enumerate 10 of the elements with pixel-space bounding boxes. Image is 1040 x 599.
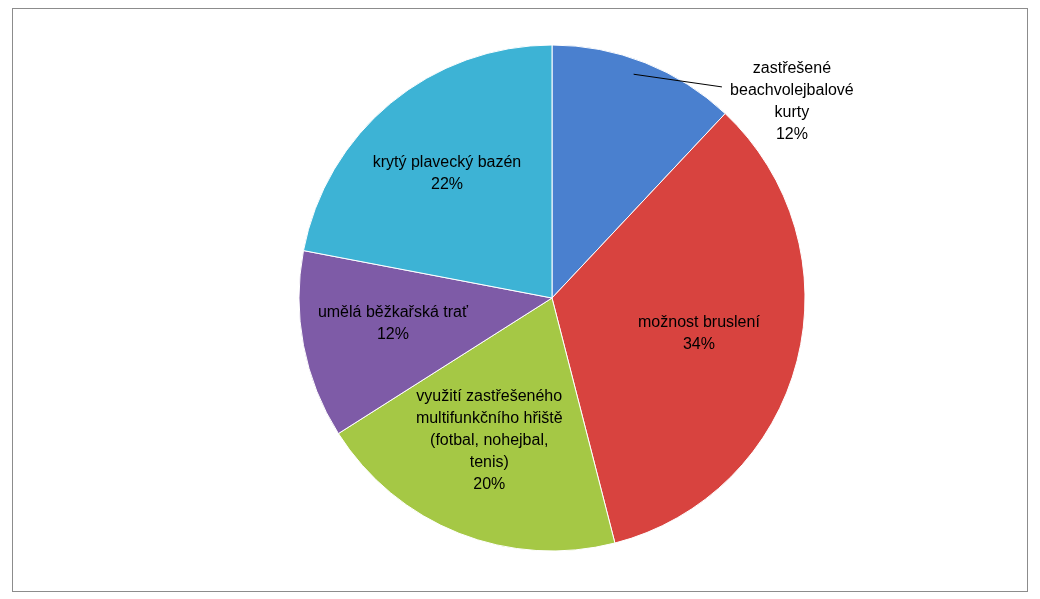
data-label: 20%: [473, 474, 506, 492]
slice-label: krytý plavecký bazén: [372, 152, 522, 170]
data-label: 12%: [775, 124, 808, 142]
slice-label: využití zastřešeného multifunkčního hřiště (fotbal, nohejbal, tenis): [415, 386, 563, 470]
data-label: 34%: [682, 334, 715, 352]
data-label: 12%: [376, 324, 409, 342]
slice-label: umělá běžkařská trať: [317, 302, 469, 320]
slice-label: možnost bruslení: [638, 312, 761, 330]
slice-label: zastřešené beachvolejbalové kurty: [730, 58, 854, 120]
data-label: 22%: [431, 174, 464, 192]
